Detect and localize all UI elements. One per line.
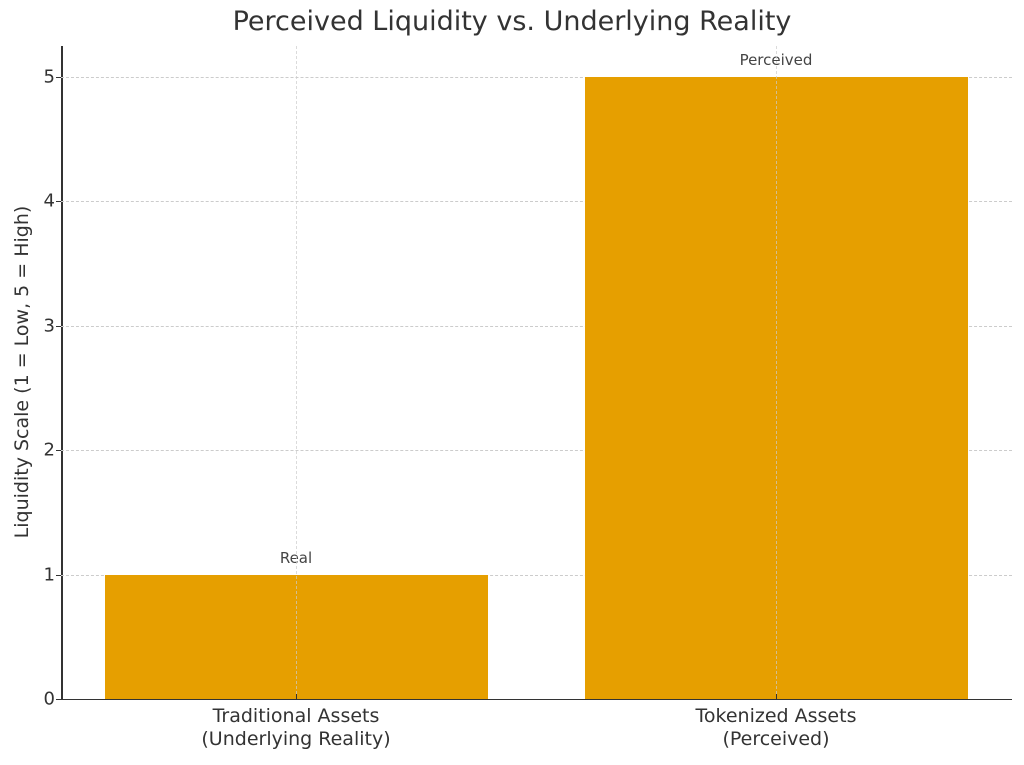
x-gridline	[776, 46, 777, 699]
y-gridline	[61, 325, 1012, 327]
y-tick-mark	[56, 699, 61, 700]
y-gridline	[61, 77, 1012, 79]
chart-title: Perceived Liquidity vs. Underlying Reali…	[232, 6, 792, 37]
plot-area: 0 1 2 3 4 5 Real Traditional Assets (Underlying …	[44, 46, 1012, 750]
y-tick-mark	[56, 201, 61, 203]
y-tick-mark	[56, 77, 61, 79]
x-tick-label: Traditional Assets (Underlying Reality)	[201, 705, 390, 751]
y-tick-label: 4	[43, 190, 55, 212]
x-tick-label: Tokenized Assets (Perceived)	[696, 705, 857, 751]
y-gridline	[61, 201, 1012, 203]
x-tick-mark	[776, 694, 777, 699]
y-tick-label: 0	[43, 688, 55, 710]
x-tick-label-line: (Perceived)	[722, 728, 830, 750]
y-axis-label: Liquidity Scale (1 = Low, 5 = High)	[11, 205, 33, 539]
y-tick-mark	[56, 450, 61, 452]
y-tick-label: 5	[43, 66, 55, 88]
y-tick-label: 3	[43, 315, 55, 337]
x-tick-label-line: Tokenized Assets	[695, 705, 857, 727]
x-tick-label-line: Traditional Assets	[212, 705, 380, 727]
y-tick-mark	[56, 574, 61, 576]
x-tick-label-line: (Underlying Reality)	[201, 728, 391, 750]
x-gridline	[296, 46, 297, 699]
y-axis-spine	[61, 46, 63, 699]
y-gridline	[61, 450, 1012, 452]
x-tick-mark	[296, 694, 297, 699]
y-tick-label: 1	[43, 564, 55, 586]
y-tick-mark	[56, 325, 61, 327]
y-tick-label: 2	[43, 439, 55, 461]
y-gridline	[61, 574, 1012, 576]
x-axis-spine	[61, 698, 1012, 700]
